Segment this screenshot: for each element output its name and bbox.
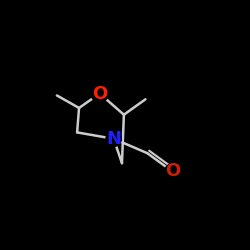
Text: O: O bbox=[92, 84, 107, 102]
Circle shape bbox=[165, 164, 180, 179]
Text: O: O bbox=[165, 162, 180, 180]
Circle shape bbox=[106, 131, 122, 146]
Text: N: N bbox=[106, 130, 121, 148]
Circle shape bbox=[91, 85, 108, 102]
